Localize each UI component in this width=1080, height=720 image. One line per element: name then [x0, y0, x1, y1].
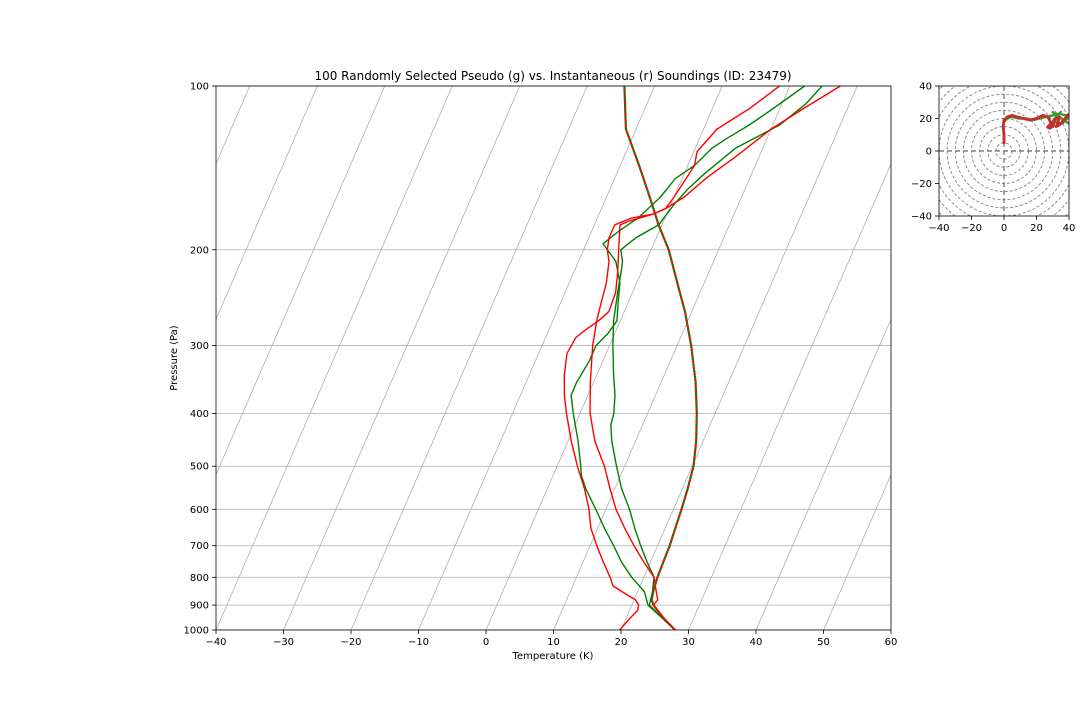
x-tick-label: 0	[483, 637, 489, 648]
x-tick-label: 20	[615, 637, 628, 648]
hodograph-y-tick-label: 20	[919, 114, 932, 125]
y-tick-label: 900	[190, 601, 209, 612]
x-tick-label: −20	[340, 637, 361, 648]
isotherm-gridline	[0, 86, 115, 630]
hodograph-x-tick-label: −40	[928, 223, 949, 234]
sounding-line-pseudo-2	[570, 86, 806, 630]
hodograph-line-instantaneous	[1001, 112, 1069, 145]
y-tick-label: 1000	[184, 626, 209, 637]
isotherm-gridline	[216, 86, 453, 630]
isotherm-gridline	[688, 162, 891, 630]
y-axis-label: Pressure (Pa)	[169, 325, 180, 390]
isotherm-gridline	[216, 86, 251, 165]
isotherm-gridline	[553, 86, 791, 630]
hodograph-y-ticks: −40 −20 0 20 40	[911, 82, 939, 223]
isotherm-gridline	[755, 318, 891, 630]
x-tick-label: −10	[408, 637, 429, 648]
parcel-profile-line-green	[623, 86, 698, 630]
isotherm-gridline	[485, 86, 723, 630]
skewt-y-ticks: 1000 900 800 700 600 500 400 300 200 100	[184, 82, 216, 637]
sounding-line-pseudo-1	[610, 86, 823, 630]
sounding-line-inst-1	[563, 86, 781, 630]
y-tick-label: 700	[190, 541, 209, 552]
isotherm-gridline	[350, 86, 588, 630]
skewt-grid	[0, 86, 891, 630]
y-tick-label: 500	[190, 462, 209, 473]
x-tick-label: 30	[682, 637, 695, 648]
skewt-series	[563, 86, 841, 630]
isotherm-gridline	[216, 86, 318, 321]
isotherm-gridline	[0, 86, 182, 630]
x-tick-label: 10	[547, 637, 560, 648]
hodograph-series	[1001, 110, 1069, 145]
y-tick-label: 300	[190, 341, 209, 352]
isotherm-gridline	[0, 86, 47, 630]
skewt-panel: −40 −30 −20 −10 0 10 20 30 40 50 60 1000 900 800 700 6…	[0, 69, 897, 662]
y-tick-label: 600	[190, 505, 209, 516]
isotherm-gridline	[418, 86, 656, 630]
isotherm-gridline	[620, 86, 858, 630]
y-tick-label: 200	[190, 245, 209, 256]
isotherm-gridline	[890, 628, 891, 630]
hodograph-y-tick-label: −20	[911, 179, 932, 190]
hodograph-grid	[939, 86, 1069, 216]
y-tick-label: 400	[190, 409, 209, 420]
hodograph-x-tick-label: −20	[961, 223, 982, 234]
chart-title: 100 Randomly Selected Pseudo (g) vs. Ins…	[314, 69, 791, 83]
isotherm-gridline	[283, 86, 521, 630]
hodograph-x-tick-label: 40	[1063, 223, 1076, 234]
sounding-line-inst-2	[589, 86, 841, 630]
x-tick-label: −40	[205, 637, 226, 648]
skewt-x-ticks: −40 −30 −20 −10 0 10 20 30 40 50 60	[205, 630, 897, 648]
hodograph-y-tick-label: 40	[919, 82, 932, 93]
x-axis-label: Temperature (K)	[512, 651, 594, 662]
x-tick-label: 50	[817, 637, 830, 648]
isotherm-gridline	[823, 473, 891, 630]
y-tick-label: 100	[190, 82, 209, 93]
hodograph-y-tick-label: 0	[926, 147, 932, 158]
hodograph-x-tick-label: 20	[1030, 223, 1043, 234]
isotherm-gridline	[216, 86, 386, 476]
x-tick-label: 60	[885, 637, 898, 648]
hodograph-y-tick-label: −40	[911, 212, 932, 223]
hodograph-x-tick-label: 0	[1001, 223, 1007, 234]
x-tick-label: −30	[273, 637, 294, 648]
hodograph-panel: −40 −20 0 20 40 −40 −20 0 20 40	[911, 82, 1075, 235]
skewt-frame	[215, 85, 892, 631]
hodograph-x-ticks: −40 −20 0 20 40	[928, 216, 1075, 234]
y-tick-label: 800	[190, 573, 209, 584]
x-tick-label: 40	[750, 637, 763, 648]
